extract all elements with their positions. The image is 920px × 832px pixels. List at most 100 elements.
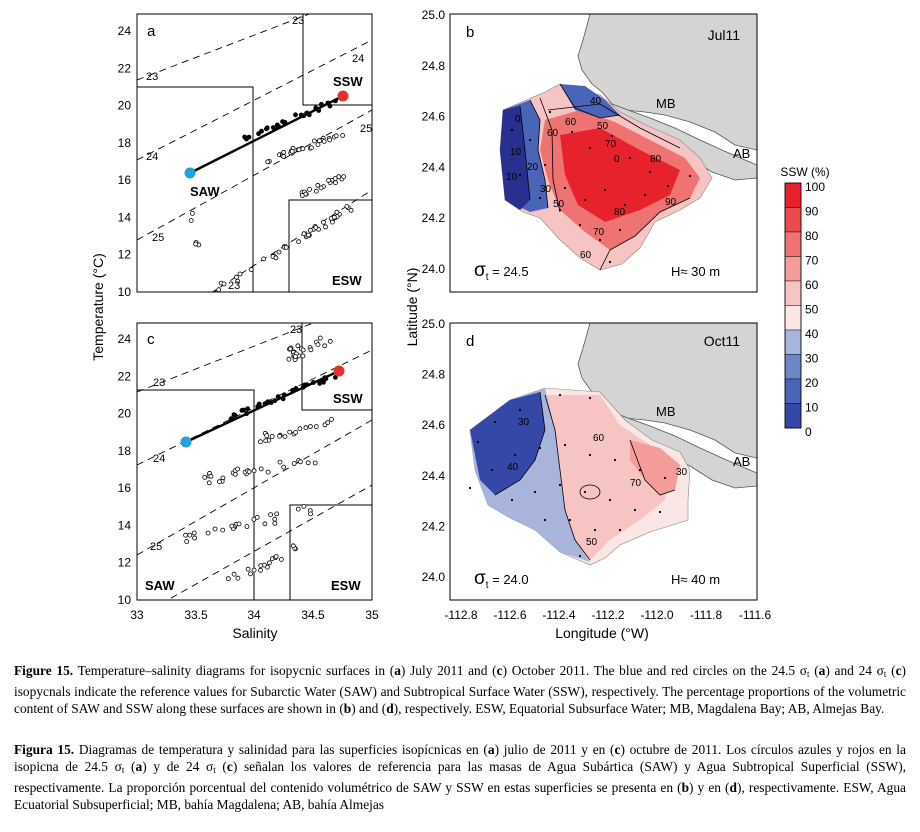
station-dot [518,173,522,177]
isopycnal-lines [137,14,372,292]
observation-point [321,138,327,144]
land-mainland [577,14,757,151]
panel-a-frame [136,13,373,293]
observation-point [274,511,280,517]
esw-label: ESW [332,273,362,288]
station-dot [628,156,632,160]
station-dot [598,238,602,242]
svg-text:10: 10 [506,172,518,183]
svg-text:80: 80 [650,154,662,165]
bay-label-ab: AB [733,146,750,161]
isopycnal-label: 23 [146,71,158,83]
bay-label-ab: AB [733,454,750,469]
land-mainland [577,323,757,459]
colorbar-swatch [784,354,802,380]
y-axis-label: Temperature (°C) [90,253,106,361]
saw-box [137,86,254,292]
station-dot [610,134,614,138]
observation-point [308,511,314,517]
observation-point [184,539,190,544]
panel-c-y-ticks: 10 12 14 16 18 20 22 24 [118,332,132,607]
observation-point [281,149,287,155]
observation-point [280,119,286,124]
observation-point [216,287,222,292]
colorbar-swatch [784,329,802,355]
observation-point [281,392,287,398]
observation-point [316,108,322,113]
y-tick-label: 16 [118,173,132,187]
isopycnal-label: 24 [146,151,158,163]
ssw-60-zone [545,395,670,560]
station-dot [570,130,574,134]
observation-point [286,356,292,362]
observation-point [202,474,208,480]
observation-point [283,244,289,250]
colorbar-tick: 80 [805,229,819,243]
observation-point [261,256,267,262]
observation-point [292,354,298,359]
station-dot [666,184,670,188]
x-axis-label: Salinity [232,625,277,641]
saw-reference-point [180,436,192,448]
observation-point [206,480,212,486]
mixing-line [185,369,340,444]
observation-point [259,128,264,134]
observation-point [245,566,251,572]
observation-point [329,219,335,225]
observation-point [303,191,309,197]
panel-b-depth: H≈ 30 m [671,264,720,279]
svg-text:30: 30 [676,467,688,478]
svg-text:60: 60 [565,117,577,128]
observation-point [305,460,311,466]
scatter-points [183,335,338,582]
observation-point [268,512,274,517]
lon-tick-label: -111.8 [690,608,723,622]
observation-point [232,412,238,418]
station-dot [633,508,637,512]
bay-label-mb: MB [656,96,676,111]
observation-point [306,232,311,238]
station-dot [663,476,667,480]
panel-d-month: Oct11 [704,333,741,349]
svg-text:50: 50 [586,537,598,548]
observation-point [248,267,254,272]
station-dot [578,554,582,558]
observation-point [348,207,354,213]
observation-point [325,100,331,106]
observation-point [323,224,328,230]
observation-point [229,523,235,529]
svg-text:80: 80 [614,207,626,218]
observation-point [243,136,249,142]
observation-point [237,271,243,277]
observation-point [248,571,253,577]
panel-b-sigma: σt = 24.5 [474,260,529,283]
observation-point [298,459,303,465]
svg-text:50: 50 [597,121,609,132]
observation-point [251,517,257,522]
colorbar-swatch [784,403,802,429]
observation-point [208,473,214,479]
observation-point [334,209,340,215]
station-dot [608,498,612,502]
colorbar-tick: 20 [805,376,819,390]
observation-point [275,394,281,400]
colorbar-swatch [784,256,802,282]
scatter-points [188,98,354,292]
observation-point [193,241,199,247]
lat-tick-label: 25.0 [422,317,446,331]
colorbar-swatch [784,305,802,331]
saw-reference-point [184,167,196,179]
observation-point [188,218,194,224]
observation-point [332,374,338,380]
svg-text:60: 60 [547,128,559,139]
station-dot [618,228,622,232]
isopycnal-label: 25 [152,232,164,244]
panel-d: 30 40 60 70 50 30 d Oct11 MB AB σt = 24.… [422,317,772,622]
panel-d-letter: d [466,333,474,350]
observation-point [300,353,306,359]
station-dot [493,420,497,424]
observation-point [269,434,275,439]
station-dot [648,170,652,174]
saw-label: SAW [190,184,220,199]
